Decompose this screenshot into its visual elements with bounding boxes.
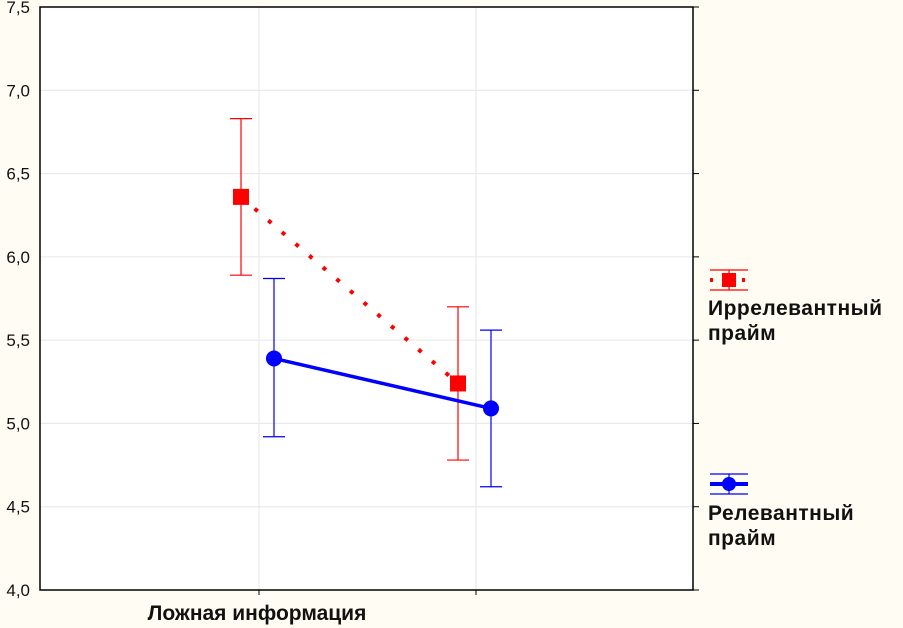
y-tick-label: 5,5: [6, 331, 30, 350]
legend-square-icon: [722, 273, 736, 287]
legend-circle-icon: [722, 477, 736, 491]
series-line: [273, 356, 492, 411]
y-tick-label: 4,0: [6, 581, 30, 600]
y-tick-label: 7,0: [6, 81, 30, 100]
y-tick-label: 7,5: [6, 0, 30, 17]
y-tick-label: 5,0: [6, 414, 30, 433]
y-tick-label: 6,5: [6, 165, 30, 184]
legend-line: прайм: [708, 322, 777, 345]
x-category-label: Ложная информация: [148, 602, 367, 625]
legend-label-relevant: Релевантный прайм: [708, 501, 854, 551]
plot-frame: [39, 6, 694, 591]
data-point-square: [450, 375, 466, 392]
legend-label-irrelevant: Иррелевантный прайм: [708, 296, 882, 346]
data-point-circle: [266, 350, 282, 367]
data-point-circle: [483, 400, 499, 417]
legend-line: прайм: [708, 527, 777, 550]
y-tick-label: 4,5: [6, 498, 30, 517]
plot-area: [40, 7, 693, 590]
legend-line: Иррелевантный: [708, 297, 883, 320]
data-point-square: [233, 188, 249, 205]
y-tick-label: 6,0: [6, 248, 30, 267]
legend-line: Релевантный: [708, 502, 855, 525]
